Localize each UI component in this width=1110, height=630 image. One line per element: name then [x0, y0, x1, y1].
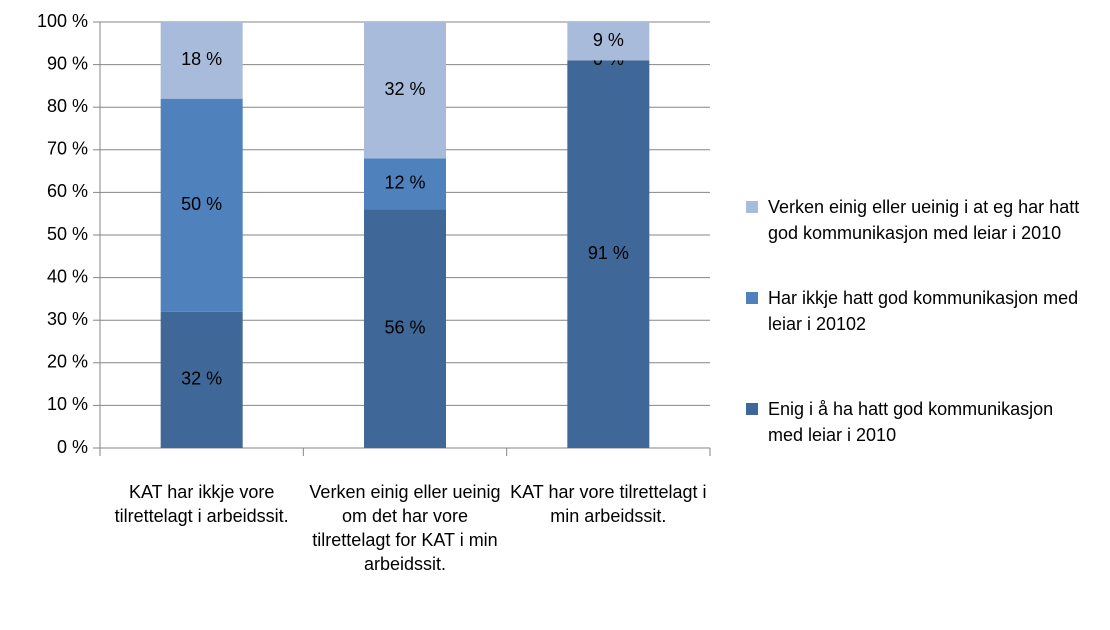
- x-tick-label: KAT har vore tilrettelagt i min arbeidss…: [510, 482, 707, 526]
- legend-swatch: [746, 292, 758, 304]
- data-label: 32 %: [384, 79, 425, 99]
- legend-swatch: [746, 201, 758, 213]
- y-tick-label: 90 %: [47, 53, 88, 73]
- bar-segment: [364, 22, 446, 159]
- y-tick-label: 100 %: [37, 11, 88, 31]
- legend-label: Verken einig eller ueinig i at eg har ha…: [768, 197, 1080, 243]
- legend-item: Enig i å ha hatt god kommunikasjon med l…: [746, 396, 1096, 448]
- y-tick-label: 20 %: [47, 352, 88, 372]
- bar-segment: [160, 98, 243, 312]
- data-label: 50 %: [181, 194, 222, 214]
- y-tick-label: 80 %: [47, 96, 88, 116]
- data-label: 32 %: [181, 369, 222, 389]
- legend-item: Har ikkje hatt god kommunikasjon med lei…: [746, 285, 1096, 337]
- y-tick-label: 70 %: [47, 139, 88, 159]
- data-label: 18 %: [181, 49, 222, 69]
- y-tick-label: 60 %: [47, 181, 88, 201]
- y-tick-label: 50 %: [47, 224, 88, 244]
- data-label: 12 %: [384, 173, 425, 193]
- x-tick-label: Verken einig eller ueinig om det har vor…: [309, 482, 501, 574]
- legend-label: Enig i å ha hatt god kommunikasjon med l…: [768, 399, 1054, 445]
- data-label: 9 %: [593, 30, 624, 50]
- bar-segment: [567, 22, 650, 61]
- legend-label: Har ikkje hatt god kommunikasjon med lei…: [768, 288, 1079, 334]
- bar-segment: [160, 311, 243, 448]
- bar-segment: [364, 209, 446, 448]
- legend-swatch: [746, 403, 758, 415]
- y-tick-label: 0 %: [57, 437, 88, 457]
- y-tick-label: 30 %: [47, 309, 88, 329]
- legend-item: Verken einig eller ueinig i at eg har ha…: [746, 194, 1096, 246]
- bar-segment: [567, 60, 650, 449]
- data-label: 91 %: [588, 243, 629, 263]
- bar-segment: [364, 158, 446, 210]
- data-label: 56 %: [384, 317, 425, 337]
- x-tick-label: KAT har ikkje vore tilrettelagt i arbeid…: [114, 482, 289, 526]
- y-tick-label: 10 %: [47, 394, 88, 414]
- y-tick-label: 40 %: [47, 266, 88, 286]
- bar-segment: [160, 22, 243, 99]
